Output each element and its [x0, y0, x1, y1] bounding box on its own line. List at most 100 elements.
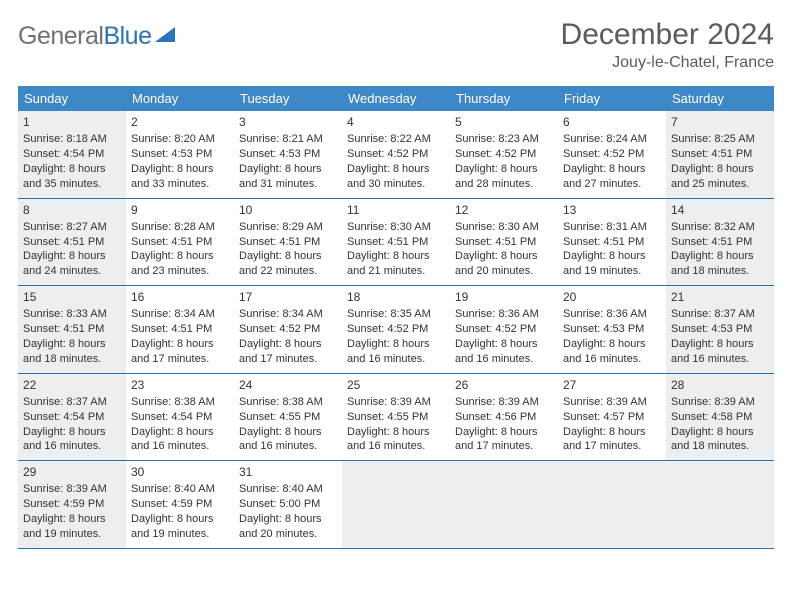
sunrise-text: Sunrise: 8:31 AM	[563, 220, 661, 235]
day-cell: 16Sunrise: 8:34 AMSunset: 4:51 PMDayligh…	[126, 286, 234, 373]
sunset-text: Sunset: 4:58 PM	[671, 410, 769, 425]
day-number: 16	[131, 289, 229, 305]
sunrise-text: Sunrise: 8:34 AM	[239, 307, 337, 322]
sunset-text: Sunset: 4:59 PM	[23, 497, 121, 512]
sunrise-text: Sunrise: 8:30 AM	[347, 220, 445, 235]
sunrise-text: Sunrise: 8:39 AM	[23, 482, 121, 497]
daylight-text: Daylight: 8 hours and 18 minutes.	[671, 425, 769, 455]
day-cell: 18 Sunrise: 8:35 AMSunset: 4:52 PMDayligh…	[342, 286, 450, 373]
sunset-text: Sunset: 4:53 PM	[239, 147, 337, 162]
weekday-header-row: SundayMondayTuesdayWednesdayThursdayFrid…	[18, 86, 774, 111]
day-number: 23	[131, 377, 229, 393]
sunrise-text: Sunrise: 8:29 AM	[239, 220, 337, 235]
day-cell: 30Sunrise: 8:40 AMSunset: 4:59 PMDayligh…	[126, 461, 234, 548]
sunset-text: Sunset: 4:53 PM	[671, 322, 769, 337]
day-number: 4	[347, 114, 445, 130]
sunrise-text: Sunrise: 8:37 AM	[23, 395, 121, 410]
sunset-text: Sunset: 4:56 PM	[455, 410, 553, 425]
day-number: 15	[23, 289, 121, 305]
day-number: 8	[23, 202, 121, 218]
daylight-text: Daylight: 8 hours and 28 minutes.	[455, 162, 553, 192]
sunrise-text: Sunrise: 8:22 AM	[347, 132, 445, 147]
empty-cell	[450, 461, 558, 548]
day-number: 18	[347, 289, 445, 305]
sunrise-text: Sunrise: 8:21 AM	[239, 132, 337, 147]
day-cell: 23Sunrise: 8:38 AMSunset: 4:54 PMDayligh…	[126, 374, 234, 461]
day-cell: 6Sunrise: 8:24 AMSunset: 4:52 PMDaylight…	[558, 111, 666, 198]
day-cell: 25Sunrise: 8:39 AMSunset: 4:55 PMDayligh…	[342, 374, 450, 461]
day-number: 3	[239, 114, 337, 130]
location-text: Jouy-le-Chatel, France	[561, 54, 774, 72]
sunrise-text: Sunrise: 8:18 AM	[23, 132, 121, 147]
weekday-header: Friday	[558, 86, 666, 111]
daylight-text: Daylight: 8 hours and 25 minutes.	[671, 162, 769, 192]
day-cell: 26Sunrise: 8:39 AMSunset: 4:56 PMDayligh…	[450, 374, 558, 461]
day-cell: 17Sunrise: 8:34 AMSunset: 4:52 PMDayligh…	[234, 286, 342, 373]
day-cell: 15Sunrise: 8:33 AMSunset: 4:51 PMDayligh…	[18, 286, 126, 373]
day-cell: 19Sunrise: 8:36 AMSunset: 4:52 PMDayligh…	[450, 286, 558, 373]
sunset-text: Sunset: 4:57 PM	[563, 410, 661, 425]
daylight-text: Daylight: 8 hours and 17 minutes.	[239, 337, 337, 367]
day-cell: 22Sunrise: 8:37 AMSunset: 4:54 PMDayligh…	[18, 374, 126, 461]
day-number: 14	[671, 202, 769, 218]
daylight-text: Daylight: 8 hours and 18 minutes.	[671, 249, 769, 279]
sunset-text: Sunset: 4:55 PM	[347, 410, 445, 425]
sunset-text: Sunset: 4:52 PM	[347, 322, 445, 337]
sunset-text: Sunset: 4:51 PM	[23, 235, 121, 250]
day-number: 31	[239, 464, 337, 480]
daylight-text: Daylight: 8 hours and 18 minutes.	[23, 337, 121, 367]
weekday-header: Tuesday	[234, 86, 342, 111]
day-number: 17	[239, 289, 337, 305]
sunrise-text: Sunrise: 8:35 AM	[347, 307, 445, 322]
sunset-text: Sunset: 4:51 PM	[671, 235, 769, 250]
day-cell: 4Sunrise: 8:22 AMSunset: 4:52 PMDaylight…	[342, 111, 450, 198]
day-cell: 13 Sunrise: 8:31 AMSunset: 4:51 PMDayligh…	[558, 199, 666, 286]
daylight-text: Daylight: 8 hours and 17 minutes.	[563, 425, 661, 455]
day-number: 13	[563, 202, 661, 218]
week-row: 15Sunrise: 8:33 AMSunset: 4:51 PMDayligh…	[18, 286, 774, 374]
day-number: 7	[671, 114, 769, 130]
day-cell: 2Sunrise: 8:20 AMSunset: 4:53 PMDaylight…	[126, 111, 234, 198]
sunset-text: Sunset: 4:52 PM	[455, 322, 553, 337]
day-cell: 8Sunrise: 8:27 AMSunset: 4:51 PMDaylight…	[18, 199, 126, 286]
empty-cell	[558, 461, 666, 548]
sunset-text: Sunset: 4:52 PM	[347, 147, 445, 162]
logo-text-2: Blue	[103, 22, 151, 51]
daylight-text: Daylight: 8 hours and 19 minutes.	[563, 249, 661, 279]
sunset-text: Sunset: 4:51 PM	[131, 235, 229, 250]
daylight-text: Daylight: 8 hours and 31 minutes.	[239, 162, 337, 192]
day-number: 29	[23, 464, 121, 480]
sunset-text: Sunset: 4:51 PM	[563, 235, 661, 250]
day-number: 12	[455, 202, 553, 218]
sunset-text: Sunset: 5:00 PM	[239, 497, 337, 512]
day-cell: 29Sunrise: 8:39 AMSunset: 4:59 PMDayligh…	[18, 461, 126, 548]
sunset-text: Sunset: 4:53 PM	[131, 147, 229, 162]
daylight-text: Daylight: 8 hours and 24 minutes.	[23, 249, 121, 279]
sunrise-text: Sunrise: 8:33 AM	[23, 307, 121, 322]
day-number: 20	[563, 289, 661, 305]
logo-triangle-icon	[152, 22, 176, 51]
weekday-header: Monday	[126, 86, 234, 111]
logo-text-1: General	[18, 22, 103, 51]
daylight-text: Daylight: 8 hours and 19 minutes.	[131, 512, 229, 542]
daylight-text: Daylight: 8 hours and 16 minutes.	[239, 425, 337, 455]
day-cell: 1Sunrise: 8:18 AMSunset: 4:54 PMDaylight…	[18, 111, 126, 198]
daylight-text: Daylight: 8 hours and 16 minutes.	[347, 337, 445, 367]
weekday-header: Saturday	[666, 86, 774, 111]
daylight-text: Daylight: 8 hours and 20 minutes.	[455, 249, 553, 279]
sunset-text: Sunset: 4:51 PM	[671, 147, 769, 162]
page-header: General Blue December 2024 Jouy-le-Chate…	[18, 18, 774, 72]
sunset-text: Sunset: 4:54 PM	[23, 147, 121, 162]
logo: General Blue	[18, 18, 176, 51]
sunset-text: Sunset: 4:51 PM	[239, 235, 337, 250]
day-cell: 31Sunrise: 8:40 AMSunset: 5:00 PMDayligh…	[234, 461, 342, 548]
sunrise-text: Sunrise: 8:38 AM	[131, 395, 229, 410]
week-row: 8Sunrise: 8:27 AMSunset: 4:51 PMDaylight…	[18, 199, 774, 287]
sunset-text: Sunset: 4:59 PM	[131, 497, 229, 512]
week-row: 1Sunrise: 8:18 AMSunset: 4:54 PMDaylight…	[18, 111, 774, 199]
day-cell: 21Sunrise: 8:37 AMSunset: 4:53 PMDayligh…	[666, 286, 774, 373]
sunrise-text: Sunrise: 8:32 AM	[671, 220, 769, 235]
daylight-text: Daylight: 8 hours and 16 minutes.	[23, 425, 121, 455]
sunrise-text: Sunrise: 8:40 AM	[131, 482, 229, 497]
title-block: December 2024 Jouy-le-Chatel, France	[561, 18, 774, 72]
